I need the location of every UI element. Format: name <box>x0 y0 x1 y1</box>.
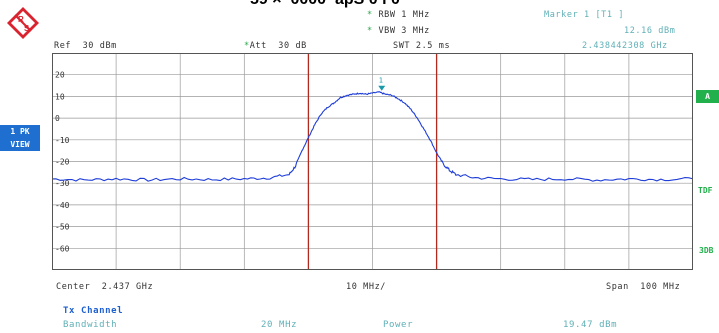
frequency-span: Span 100 MHz <box>606 282 681 292</box>
power-value: 19.47 dBm <box>563 320 618 330</box>
att-text: Att 30 dB <box>249 41 307 51</box>
y-tick-labels: 20 10 0 -10 -20 -30 -40 -50 -60 <box>55 71 70 254</box>
trace-indicator[interactable]: 1 PK VIEW <box>0 125 40 151</box>
tdf-indicator: TDF <box>698 186 713 195</box>
rohde-schwarz-logo: R S <box>7 7 39 39</box>
channel-lines <box>307 53 438 270</box>
trace-mode: 1 PK <box>10 127 30 136</box>
marker-1: 1 <box>378 77 386 91</box>
y-tick-label: -60 <box>55 244 70 253</box>
y-tick-label: -20 <box>55 158 70 167</box>
marker-triangle-icon <box>378 85 386 91</box>
tx-channel-heading: Tx Channel <box>63 306 124 316</box>
y-tick-label: -10 <box>55 136 70 145</box>
marker-label: Marker 1 [T1 ] <box>544 10 625 20</box>
y-tick-label: 0 <box>55 114 60 123</box>
spectrum-trace <box>52 91 693 182</box>
rbw-star-icon: * <box>367 10 373 20</box>
bandwidth-label: Bandwidth <box>63 320 118 330</box>
y-tick-label: -50 <box>55 223 70 232</box>
y-tick-label: 10 <box>55 92 65 101</box>
logo-letter-s: S <box>24 24 30 33</box>
rbw-text: RBW 1 MHz <box>378 10 430 20</box>
y-tick-label: 20 <box>55 71 65 80</box>
vbw-star-icon: * <box>367 26 373 36</box>
y-tick-label: -30 <box>55 179 70 188</box>
vbw-setting: * VBW 3 MHz <box>367 26 430 36</box>
swt-setting: SWT 2.5 ms <box>393 41 451 51</box>
bandwidth-value: 20 MHz <box>261 320 298 330</box>
vbw-text: VBW 3 MHz <box>378 26 430 36</box>
plot-grid <box>52 53 693 270</box>
screen-a-indicator: A <box>696 90 719 103</box>
rbw-setting: * RBW 1 MHz <box>367 10 430 20</box>
ref-level: Ref 30 dBm <box>54 41 117 51</box>
marker-level: 12.16 dBm <box>624 26 676 36</box>
window-title: 59 × 0000 apS 0 l 0 <box>250 0 400 9</box>
plot-border <box>52 53 693 270</box>
marker-number: 1 <box>379 77 383 85</box>
spectrum-plot[interactable]: 20 10 0 -10 -20 -30 -40 -50 -60 1 <box>52 53 693 270</box>
trace-view: VIEW <box>10 140 30 149</box>
logo-letter-r: R <box>18 15 24 24</box>
frequency-division: 10 MHz/ <box>346 282 387 292</box>
att-star-icon: * <box>244 41 250 51</box>
center-frequency: Center 2.437 GHz <box>56 282 154 292</box>
attenuation-setting: *Att 30 dB <box>244 41 307 51</box>
3db-indicator: 3DB <box>699 246 714 255</box>
power-label: Power <box>383 320 414 330</box>
y-tick-label: -40 <box>55 201 70 210</box>
marker-frequency: 2.438442308 GHz <box>582 41 668 51</box>
